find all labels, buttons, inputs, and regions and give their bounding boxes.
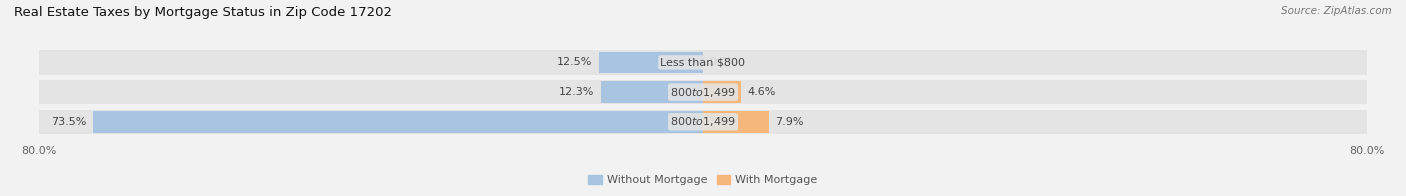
Text: Less than $800: Less than $800 <box>661 57 745 67</box>
Text: 12.3%: 12.3% <box>560 87 595 97</box>
Bar <box>93 111 703 132</box>
Text: 0.0%: 0.0% <box>710 57 738 67</box>
Bar <box>703 81 741 103</box>
Text: 7.9%: 7.9% <box>775 117 804 127</box>
Bar <box>39 110 1367 134</box>
Text: 4.6%: 4.6% <box>748 87 776 97</box>
Bar <box>703 111 769 132</box>
Text: Source: ZipAtlas.com: Source: ZipAtlas.com <box>1281 6 1392 16</box>
Legend: Without Mortgage, With Mortgage: Without Mortgage, With Mortgage <box>583 170 823 190</box>
Text: 73.5%: 73.5% <box>51 117 86 127</box>
Bar <box>39 80 1367 104</box>
Text: $800 to $1,499: $800 to $1,499 <box>671 115 735 128</box>
Text: $800 to $1,499: $800 to $1,499 <box>671 86 735 99</box>
Bar <box>600 81 703 103</box>
Text: Real Estate Taxes by Mortgage Status in Zip Code 17202: Real Estate Taxes by Mortgage Status in … <box>14 6 392 19</box>
Text: 12.5%: 12.5% <box>557 57 592 67</box>
Bar <box>599 52 703 73</box>
Bar <box>39 50 1367 75</box>
